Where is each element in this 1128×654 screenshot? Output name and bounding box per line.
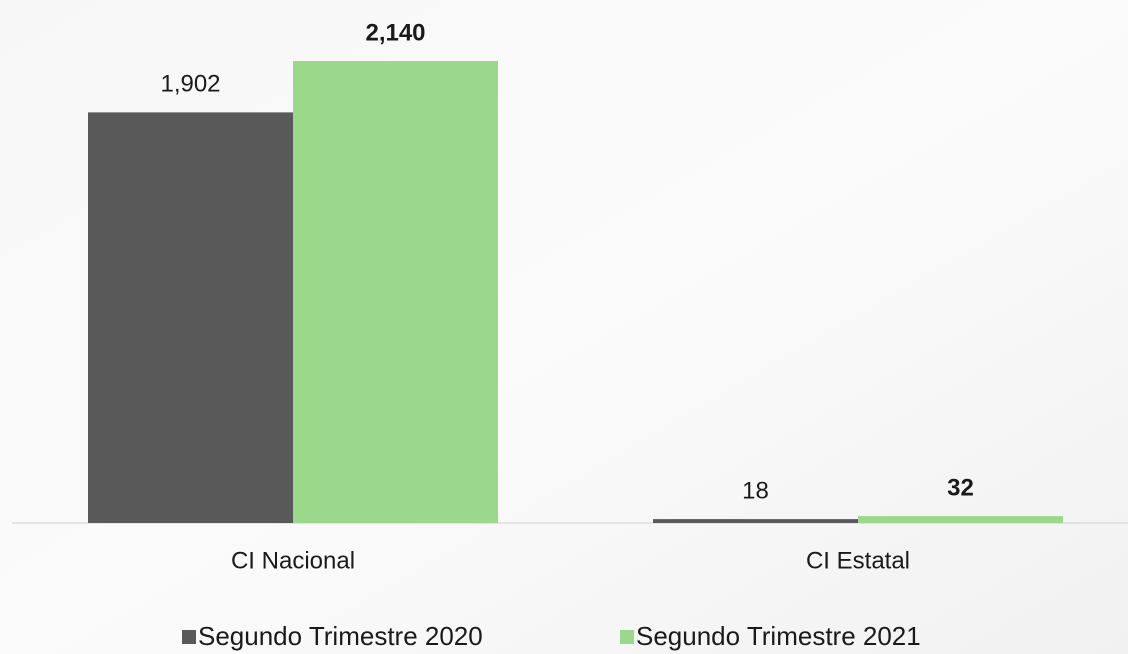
legend-label: Segundo Trimestre 2021 xyxy=(636,621,921,651)
legend-label: Segundo Trimestre 2020 xyxy=(198,621,483,651)
value-label: 1,902 xyxy=(160,71,220,98)
x-tick-label: CI Estatal xyxy=(806,547,910,574)
value-label: 32 xyxy=(947,474,974,501)
bar xyxy=(858,516,1063,523)
value-label: 2,140 xyxy=(365,19,425,46)
value-label: 18 xyxy=(742,477,769,504)
bar xyxy=(88,112,293,523)
legend-swatch xyxy=(620,630,634,644)
x-tick-label: CI Nacional xyxy=(231,547,355,574)
bar xyxy=(293,61,498,523)
legend-swatch xyxy=(182,630,196,644)
bar xyxy=(653,519,858,523)
